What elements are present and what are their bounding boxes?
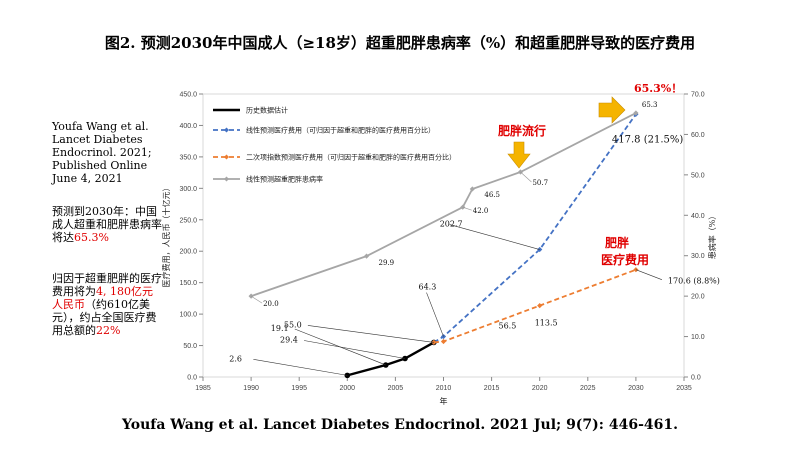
legend-marker <box>224 127 229 133</box>
y-right-tick-label: 40.0 <box>691 213 705 220</box>
leader-line <box>520 171 532 183</box>
data-point <box>402 355 408 362</box>
leader-line <box>303 340 406 359</box>
prevalence-note: 预测到2030年：中国成人超重和肥胖患病率将达65.3% <box>52 205 162 244</box>
citation: Youfa Wang et al. Lancet Diabetes Endocr… <box>122 417 678 433</box>
page-title: 图2. 预测2030年中国成人（≥18岁）超重肥胖患病率（%）和超重肥胖导致的医… <box>104 34 696 52</box>
cost-note-text: 归因于超重肥胖的医疗费用将为 <box>52 272 162 298</box>
y-right-tick-label: 20.0 <box>691 294 705 301</box>
leader-line <box>253 359 348 376</box>
y-left-axis-label: 医疗费用，人民币（十亿元） <box>161 184 171 288</box>
x-tick-label: 2030 <box>628 385 644 392</box>
data-label: 2.6 <box>229 354 242 363</box>
data-point <box>344 372 351 379</box>
leader-line <box>462 206 472 211</box>
y-left-tick-label: 50.0 <box>183 343 197 350</box>
data-point <box>469 186 475 192</box>
cost-note: 归因于超重肥胖的医疗费用将为4, 180亿元人民币（约610亿美元），约占全国医… <box>52 272 162 337</box>
data-label: 417.8 (21.5%) <box>612 134 683 145</box>
y-left-tick-label: 300.0 <box>179 186 197 193</box>
reference-text: Youfa Wang et al. Lancet Diabetes Endocr… <box>52 120 152 185</box>
y-right-axis-label: 患病率（%） <box>707 212 717 260</box>
data-label: 202.7 <box>440 220 463 229</box>
cost-note-highlight2: 22% <box>96 324 121 337</box>
legend-label: 二次项指数预测医疗费用（可归因于超重和肥胖的医疗费用百分比） <box>246 153 456 162</box>
data-label: 42.0 <box>473 207 489 215</box>
data-point <box>440 338 447 345</box>
y-left-tick-label: 0.0 <box>187 375 197 382</box>
y-right-tick-label: 70.0 <box>691 92 705 99</box>
data-label: 19.1 <box>271 324 289 333</box>
down-arrow-icon <box>507 141 531 169</box>
series-line <box>433 268 637 344</box>
legend-label: 线性预测超重肥胖患病率 <box>246 175 323 184</box>
cost-note-highlight: 4, 180亿元人民币 <box>52 285 153 311</box>
data-label: 64.3 <box>419 283 437 292</box>
y-left-tick-label: 350.0 <box>179 154 197 161</box>
data-label: 170.6 (8.8%) <box>668 277 720 286</box>
leader-line <box>426 292 444 337</box>
x-tick-label: 2035 <box>676 385 692 392</box>
x-tick-label: 2010 <box>436 385 452 392</box>
y-right-tick-label: 60.0 <box>691 132 705 139</box>
data-label: 29.9 <box>379 259 395 267</box>
x-tick-label: 2005 <box>388 385 404 392</box>
legend-marker <box>224 176 229 182</box>
leader-line <box>250 295 263 304</box>
prevalence-note-text: 预测到2030年：中国成人超重和肥胖患病率将达 <box>52 205 162 244</box>
data-label: 55.0 <box>284 320 302 329</box>
x-tick-label: 1995 <box>291 385 307 392</box>
data-label: 46.5 <box>484 191 500 199</box>
data-label: 113.5 <box>535 319 558 328</box>
prevalence-note-highlight: 65.3% <box>74 231 109 244</box>
leader-line <box>307 325 434 343</box>
x-tick-label: 1985 <box>195 385 211 392</box>
series-line <box>250 112 637 297</box>
data-point <box>363 253 370 259</box>
x-tick-label: 2020 <box>532 385 548 392</box>
data-label: 20.0 <box>263 300 279 308</box>
y-left-tick-label: 200.0 <box>179 249 197 256</box>
data-label: 50.7 <box>532 179 548 187</box>
y-right-tick-label: 0.0 <box>691 375 701 382</box>
leader-line <box>635 269 663 280</box>
legend-label: 历史数据估计 <box>246 106 288 115</box>
leader-line <box>449 224 540 250</box>
y-left-tick-label: 250.0 <box>179 217 197 224</box>
data-label: 65.3 <box>642 101 658 109</box>
x-tick-label: 2000 <box>340 385 356 392</box>
x-tick-label: 2025 <box>580 385 596 392</box>
series-line <box>346 341 435 377</box>
cost-note-middle: （约610亿美元），约占全国医疗费用总额的 <box>52 298 157 337</box>
y-left-tick-label: 450.0 <box>179 92 197 99</box>
data-point <box>382 362 389 368</box>
x-tick-label: 2015 <box>484 385 500 392</box>
y-left-tick-label: 150.0 <box>179 280 197 287</box>
data-label: 56.5 <box>499 321 517 330</box>
epidemic-annotation: 肥胖流行 <box>498 123 546 138</box>
x-tick-label: 1990 <box>243 385 259 392</box>
y-left-tick-label: 400.0 <box>179 123 197 130</box>
cost-annotation: 肥胖医疗费用 <box>601 235 649 267</box>
right-arrow-icon <box>598 96 626 124</box>
data-point <box>633 110 639 116</box>
data-label: 29.4 <box>280 336 298 345</box>
y-right-tick-label: 10.0 <box>691 334 705 341</box>
y-right-tick-label: 50.0 <box>691 172 705 179</box>
legend-marker <box>224 154 229 160</box>
legend-label: 线性预测医疗费用（可归因于超重和肥胖的医疗费用百分比） <box>246 126 435 135</box>
series-line <box>433 113 637 344</box>
y-left-tick-label: 100.0 <box>179 312 197 319</box>
peak-annotation: 65.3%！ <box>634 82 682 95</box>
x-axis-label: 年 <box>440 396 448 406</box>
data-point <box>537 303 543 309</box>
y-right-tick-label: 30.0 <box>691 253 705 260</box>
